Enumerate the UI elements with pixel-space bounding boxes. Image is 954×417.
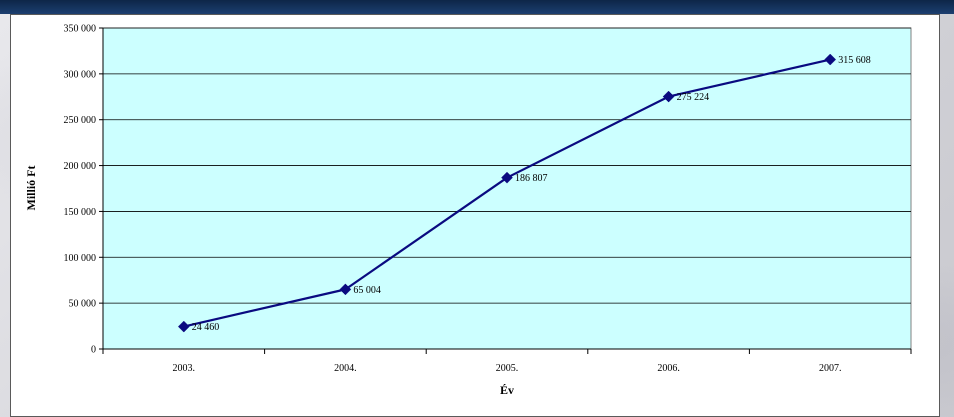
top-header-band: [0, 0, 954, 14]
data-point-marker: [824, 53, 837, 66]
y-axis: 0 50 000 100 000 150 000 200 000 250 000 300 0…: [64, 24, 104, 356]
y-tick-label: 150 000: [64, 207, 97, 218]
data-point-marker: [662, 90, 675, 103]
data-label: 65 004: [353, 285, 381, 296]
gridlines: [103, 27, 911, 304]
y-tick-label: 0: [91, 345, 96, 356]
x-tick-label: 2006.: [657, 363, 680, 374]
y-tick-label: 100 000: [64, 253, 97, 264]
x-tick-label: 2003.: [173, 363, 196, 374]
y-tick-label: 300 000: [64, 69, 97, 80]
data-label: 315 608: [838, 55, 871, 66]
data-label: 24 460: [192, 322, 220, 333]
series-group: 24 460 65 004 186 807 275 224 315 608: [177, 53, 871, 333]
data-point-marker: [177, 320, 190, 333]
data-point-marker: [339, 283, 352, 296]
x-axis: 2003. 2004. 2005. 2006. 2007.: [102, 348, 912, 374]
x-tick-label: 2007.: [819, 363, 842, 374]
y-axis-title: Millió Ft: [24, 166, 38, 211]
x-tick-label: 2004.: [334, 363, 357, 374]
data-label: 275 224: [677, 92, 710, 103]
data-point-marker: [501, 171, 513, 184]
data-label: 186 807: [515, 173, 548, 184]
y-tick-label: 200 000: [64, 161, 97, 172]
y-tick-label: 350 000: [64, 24, 97, 35]
y-tick-label: 50 000: [69, 299, 97, 310]
x-axis-title: Év: [500, 383, 514, 397]
plot-area: [102, 27, 912, 350]
y-tick-label: 250 000: [64, 115, 97, 126]
x-tick-label: 2005.: [496, 363, 519, 374]
